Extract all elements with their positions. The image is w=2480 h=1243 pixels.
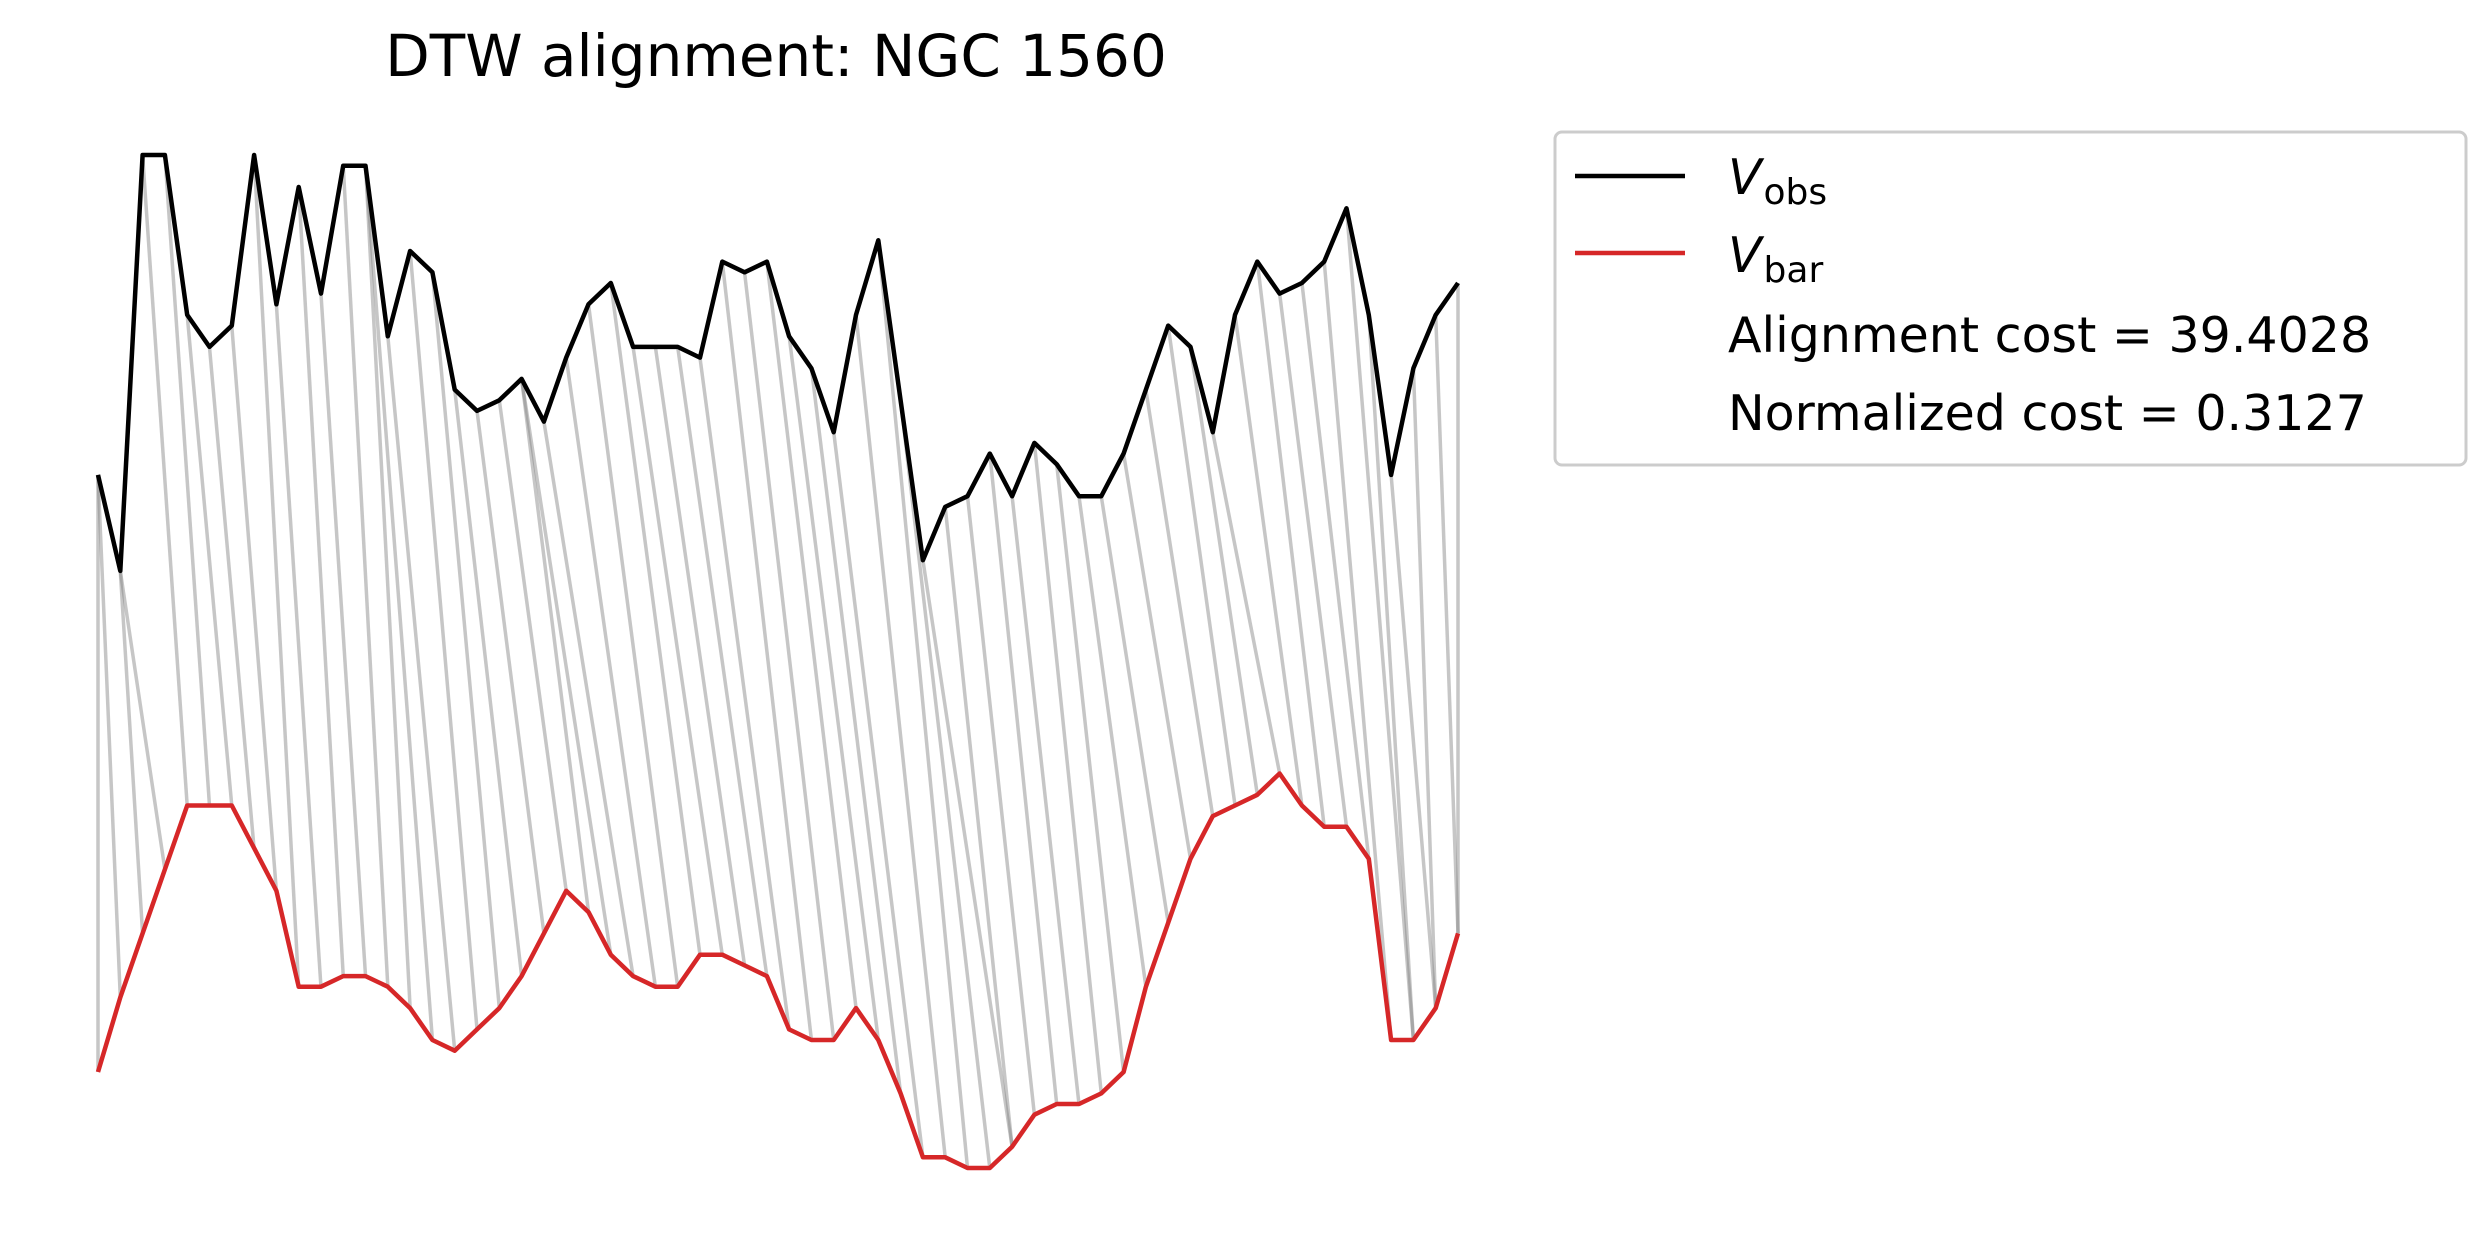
- alignment-line: [1322, 261, 1393, 1041]
- alignment-line: [341, 165, 390, 987]
- alignment-line: [1389, 474, 1438, 1009]
- alignment-line: [163, 154, 212, 806]
- legend-label-vobs-main: V: [1728, 149, 1765, 206]
- alignment-line: [96, 474, 123, 998]
- alignment-line: [542, 421, 635, 977]
- alignment-line: [118, 570, 167, 870]
- alignment-line: [1010, 496, 1081, 1105]
- alignment-line: [296, 186, 345, 977]
- alignment-line: [653, 346, 747, 966]
- alignment-line: [140, 154, 189, 806]
- alignment-line: [497, 400, 568, 891]
- alignment-line: [252, 154, 301, 987]
- alignment-line: [452, 389, 524, 977]
- alignment-line: [787, 336, 881, 1041]
- alignment-line: [675, 346, 769, 977]
- legend: Vobs Vbar Alignment cost = 39.4028 Norma…: [1553, 130, 2468, 467]
- alignment-line: [631, 346, 724, 955]
- alignment-line: [319, 293, 368, 977]
- alignment-line: [1344, 208, 1416, 1041]
- legend-label-vobs-sub: obs: [1764, 172, 1828, 213]
- alignment-line: [1144, 389, 1215, 817]
- alignment-line: [586, 304, 680, 987]
- alignment-line: [185, 314, 234, 806]
- chart-title: DTW alignment: NGC 1560: [385, 22, 1167, 90]
- alignment-line: [1300, 282, 1371, 859]
- alignment-line: [430, 272, 502, 1009]
- alignment-line: [765, 261, 858, 1009]
- series-line-obs: [95, 152, 1460, 574]
- alignment-line: [854, 314, 947, 1158]
- alignment-line: [1367, 314, 1416, 1041]
- legend-label-vobs: Vobs: [1728, 149, 1827, 213]
- alignment-line: [274, 304, 323, 987]
- alignment-line: [1166, 325, 1237, 806]
- alignment-line: [1032, 442, 1104, 1094]
- alignment-line: [876, 240, 970, 1169]
- alignment-line: [809, 368, 903, 1094]
- legend-frame: [1553, 130, 2468, 467]
- alignment-line: [1433, 314, 1460, 934]
- alignment-line: [1099, 495, 1170, 924]
- series-line-bar: [95, 771, 1461, 1171]
- alignment-line: [519, 378, 613, 956]
- alignment-line: [363, 165, 412, 1009]
- alignment-line: [1277, 293, 1349, 827]
- alignment-line: [1211, 431, 1282, 774]
- alignment-line: [898, 400, 992, 1169]
- alignment-line: [207, 346, 256, 849]
- alignment-line: [1411, 368, 1438, 1009]
- alignment-line: [230, 325, 279, 891]
- legend-label-vbar-main: V: [1728, 227, 1765, 284]
- alignment-line: [832, 432, 925, 1158]
- legend-label-vbar: Vbar: [1728, 227, 1823, 291]
- alignment-line: [1233, 314, 1304, 806]
- alignment-line: [408, 250, 479, 1030]
- legend-label-vbar-sub: bar: [1764, 250, 1824, 291]
- alignment-line: [609, 282, 702, 955]
- alignment-line: [1188, 346, 1260, 796]
- alignment-line: [1054, 464, 1126, 1073]
- plot-area: [95, 152, 1461, 1171]
- alignment-line: [1077, 495, 1148, 987]
- alignment-line: [564, 357, 658, 987]
- alignment-lines: [96, 154, 1460, 1169]
- legend-alignment-cost: Alignment cost = 39.4028: [1728, 307, 2371, 364]
- legend-normalized-cost: Normalized cost = 0.3127: [1728, 385, 2367, 442]
- alignment-line: [965, 496, 1037, 1115]
- alignment-line: [1121, 453, 1193, 860]
- alignment-line: [475, 410, 546, 934]
- alignment-line: [742, 272, 836, 1041]
- series-lines: [95, 152, 1461, 1171]
- alignment-line: [720, 261, 814, 1041]
- alignment-line: [698, 357, 791, 1030]
- alignment-line: [943, 506, 1014, 1147]
- alignment-line: [988, 453, 1059, 1105]
- alignment-line: [386, 336, 457, 1051]
- alignment-line: [921, 559, 1014, 1147]
- alignment-line: [363, 165, 435, 1041]
- alignment-line: [519, 378, 591, 913]
- alignment-line: [1255, 261, 1326, 827]
- alignment-line: [118, 570, 145, 934]
